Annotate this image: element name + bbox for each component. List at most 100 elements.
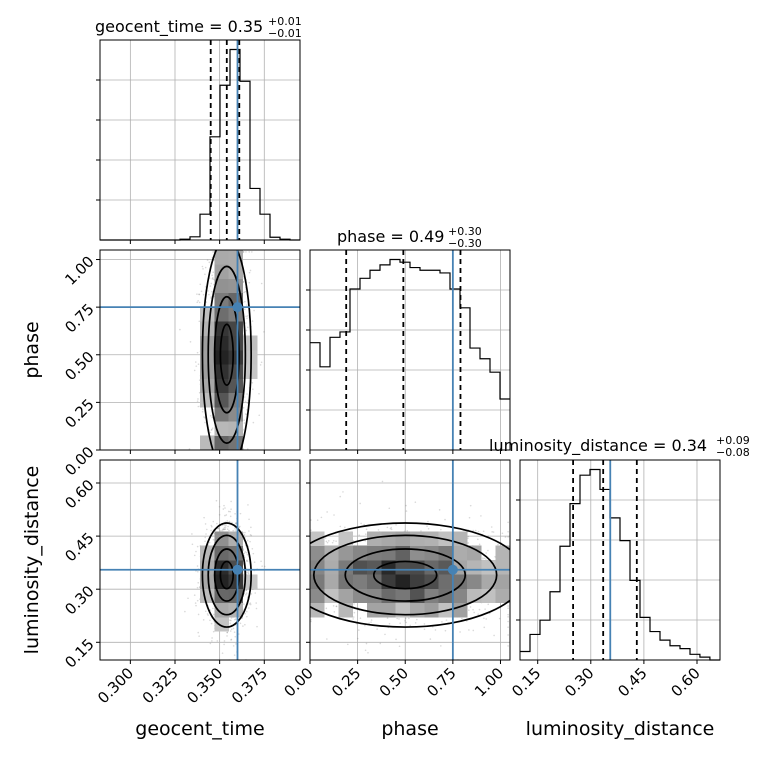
sample-point bbox=[245, 592, 248, 595]
sample-point bbox=[235, 522, 237, 524]
sample-point bbox=[249, 533, 252, 536]
sample-point bbox=[258, 392, 260, 395]
density-cell bbox=[381, 560, 397, 575]
contour-level bbox=[372, 560, 438, 590]
sample-point bbox=[249, 269, 252, 272]
sample-point bbox=[482, 530, 485, 533]
contour-level bbox=[312, 534, 498, 616]
sample-point bbox=[365, 528, 368, 531]
sample-point bbox=[376, 628, 378, 630]
title-luminosity-distance-minus: −0.08 bbox=[716, 446, 750, 459]
density-cell bbox=[338, 531, 354, 547]
sample-point bbox=[209, 285, 212, 287]
sample-point bbox=[212, 630, 215, 633]
sample-point bbox=[249, 540, 251, 543]
xtick-label-phase: 0.75 bbox=[423, 664, 459, 700]
sample-point bbox=[483, 557, 486, 560]
density-cell bbox=[214, 350, 229, 365]
sample-point bbox=[204, 273, 206, 276]
sample-point bbox=[474, 529, 477, 532]
sample-point bbox=[224, 507, 226, 509]
sample-point bbox=[339, 495, 342, 498]
xlabel-geocent-time: geocent_time bbox=[135, 718, 264, 740]
sample-point bbox=[250, 534, 253, 537]
contour-level bbox=[219, 560, 235, 590]
sample-point bbox=[245, 589, 247, 591]
sample-point bbox=[246, 409, 248, 411]
sample-point bbox=[260, 282, 263, 285]
sample-point bbox=[197, 581, 200, 584]
sample-point bbox=[242, 625, 244, 627]
sample-point bbox=[467, 535, 470, 538]
sample-point bbox=[202, 293, 205, 296]
density-cell bbox=[481, 574, 497, 589]
sample-point bbox=[224, 528, 226, 530]
sample-point bbox=[263, 565, 266, 568]
sample-point bbox=[223, 640, 226, 642]
sample-point bbox=[483, 617, 485, 620]
sample-point bbox=[335, 540, 337, 542]
sample-point bbox=[253, 561, 256, 563]
density-cell bbox=[324, 574, 339, 589]
sample-point bbox=[234, 618, 237, 620]
sample-point bbox=[244, 413, 247, 415]
density-cell bbox=[200, 307, 215, 322]
xtick-label-luminosity-distance: 0.60 bbox=[667, 664, 703, 700]
sample-point bbox=[491, 531, 493, 533]
sample-point bbox=[226, 528, 229, 531]
panel-frame bbox=[309, 459, 511, 661]
density-cell bbox=[310, 560, 325, 575]
sample-point bbox=[205, 301, 208, 303]
sample-point bbox=[490, 526, 493, 528]
hist-panel-phase bbox=[306, 249, 511, 454]
sample-point bbox=[248, 530, 250, 532]
sample-point bbox=[217, 527, 220, 529]
sample-point bbox=[316, 519, 319, 521]
sample-point bbox=[370, 621, 372, 623]
sample-point bbox=[246, 610, 248, 613]
sample-point bbox=[197, 363, 200, 366]
sample-point bbox=[209, 609, 212, 612]
sample-point bbox=[404, 620, 406, 622]
sample-point bbox=[217, 527, 219, 530]
sample-point bbox=[347, 643, 349, 646]
sample-point bbox=[469, 606, 472, 608]
sample-point bbox=[255, 607, 258, 610]
sample-point bbox=[246, 560, 249, 563]
sample-point bbox=[228, 520, 231, 523]
contour-level bbox=[213, 295, 240, 414]
sample-point bbox=[210, 429, 213, 431]
density-cell bbox=[228, 278, 244, 294]
sample-point bbox=[248, 281, 251, 284]
density-cell bbox=[395, 545, 411, 561]
density-cell bbox=[381, 545, 397, 561]
sample-point bbox=[252, 388, 254, 391]
title-geocent-time-plus: +0.01 bbox=[268, 15, 302, 28]
scatter-panel-geocent-time-vs-luminosity-distance bbox=[96, 459, 301, 664]
ytick-label-luminosity-distance: 0.60 bbox=[61, 476, 97, 512]
sample-point bbox=[358, 629, 360, 631]
sample-point bbox=[497, 543, 499, 546]
contour-level bbox=[201, 250, 253, 450]
xtick-label-luminosity-distance: 0.15 bbox=[508, 664, 544, 700]
sample-point bbox=[488, 612, 491, 615]
sample-point bbox=[234, 513, 236, 515]
ytick-label-phase: 0.75 bbox=[61, 300, 97, 336]
sample-point bbox=[244, 551, 247, 553]
sample-point bbox=[477, 613, 480, 615]
density-cell bbox=[228, 335, 244, 351]
sample-point bbox=[468, 629, 470, 631]
sample-point bbox=[202, 408, 204, 410]
hist-panel-luminosity-distance bbox=[516, 459, 721, 664]
density-cell bbox=[395, 560, 411, 575]
sample-point bbox=[224, 514, 226, 517]
sample-point bbox=[251, 251, 253, 253]
xtick-label-geocent-time: 0.350 bbox=[183, 664, 226, 707]
density-cell bbox=[228, 264, 244, 279]
sample-point bbox=[200, 290, 203, 293]
sample-point bbox=[227, 525, 229, 528]
sample-point bbox=[212, 278, 215, 281]
density-cell bbox=[424, 545, 439, 561]
density-cell bbox=[228, 321, 244, 337]
sample-point bbox=[363, 523, 366, 526]
